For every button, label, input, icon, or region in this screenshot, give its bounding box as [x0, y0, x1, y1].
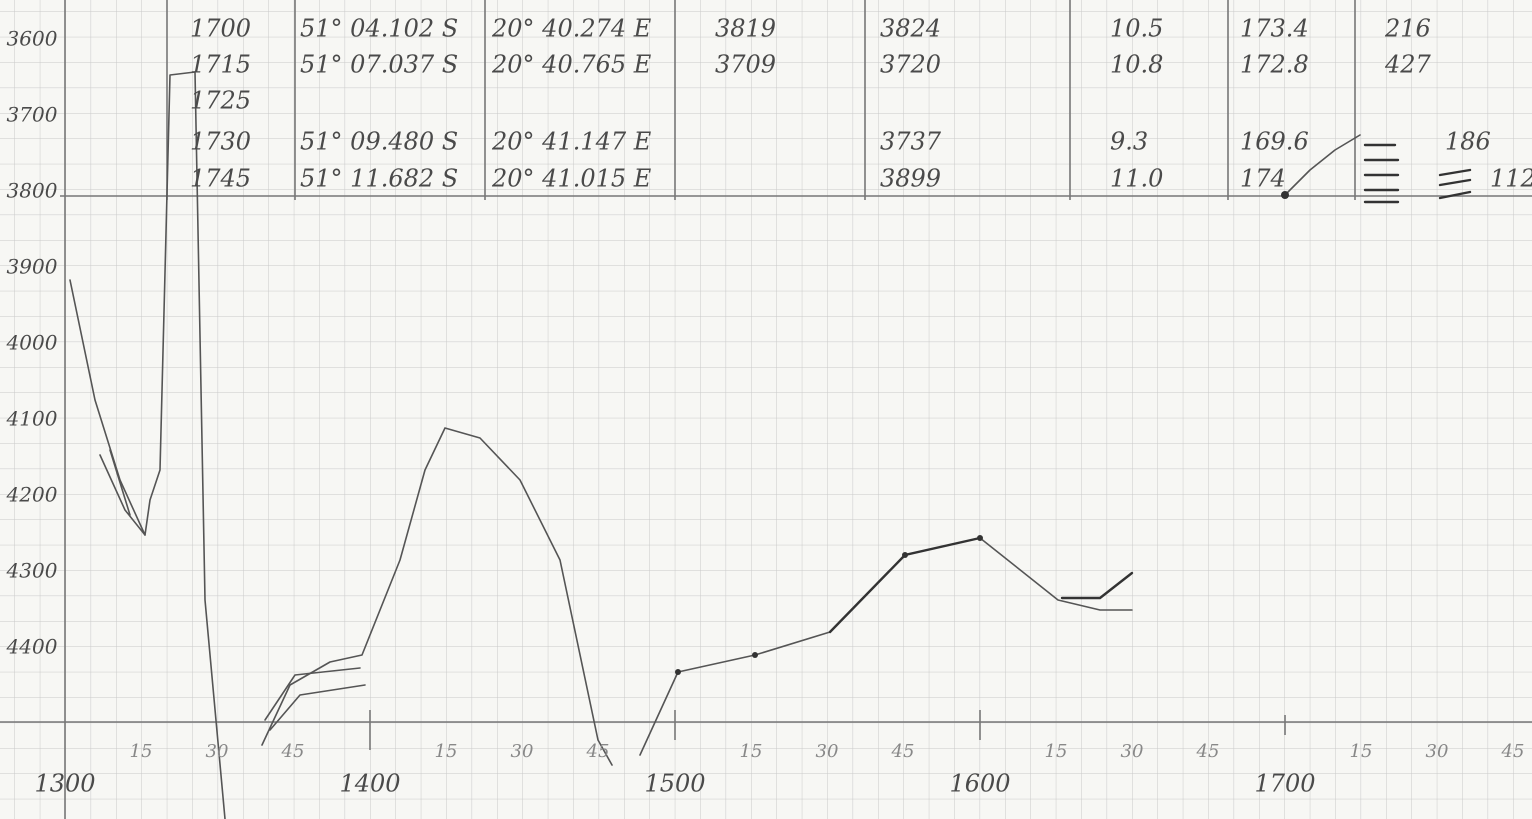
table-cell: 216: [1384, 15, 1431, 43]
y-label: 4400: [6, 635, 58, 659]
x-minor-label: 45: [1196, 741, 1220, 762]
table-cell: 173.4: [1240, 15, 1309, 43]
table-cell: 10.8: [1110, 51, 1163, 79]
table-cell: 427: [1384, 51, 1432, 79]
table-cell: 172.8: [1240, 51, 1309, 79]
hour-label: 1700: [1254, 770, 1315, 798]
table-cell: 174: [1240, 165, 1286, 193]
table-cell: 1745: [190, 165, 251, 193]
y-label: 3600: [7, 27, 58, 51]
table-cell: 186: [1445, 128, 1491, 156]
y-label: 3900: [7, 255, 58, 279]
table-cell: 1730: [190, 128, 251, 156]
table-cell: 1700: [190, 15, 251, 43]
table-cell: 51° 04.102 S: [300, 15, 458, 43]
y-label: 4200: [6, 483, 58, 507]
x-minor-label: 15: [1350, 741, 1373, 762]
table-cell: 3819: [715, 15, 776, 43]
y-label: 3700: [7, 103, 58, 127]
x-minor-label: 30: [1121, 741, 1144, 762]
table-cell: 20° 40.765 E: [491, 51, 652, 79]
x-minor-label: 15: [130, 741, 153, 762]
table-cell: 10.5: [1110, 15, 1163, 43]
x-minor-label: 45: [586, 741, 610, 762]
hour-label: 1500: [644, 770, 705, 798]
y-label: 4100: [6, 407, 58, 431]
depth-trace: [69, 71, 1472, 819]
x-minor-label: 45: [1501, 741, 1525, 762]
y-label: 4000: [6, 331, 58, 355]
table-cell: 169.6: [1240, 128, 1309, 156]
x-minor-label: 15: [1045, 741, 1068, 762]
table-cell: 51° 11.682 S: [300, 165, 458, 193]
table-cell: 1715: [190, 51, 251, 79]
hour-label: 1400: [339, 770, 400, 798]
table-cell: 11.0: [1110, 165, 1163, 193]
x-minor-label: 45: [891, 741, 915, 762]
table-cell: 51° 07.037 S: [300, 51, 458, 79]
table-cell: 112: [1490, 165, 1532, 193]
hour-label: 1300: [34, 770, 95, 798]
x-minor-label: 30: [511, 741, 534, 762]
x-minor-label: 15: [740, 741, 763, 762]
table-cell: 3720: [880, 51, 941, 79]
table-cell: 9.3: [1110, 128, 1148, 156]
x-minor-label: 30: [206, 741, 229, 762]
x-minor-label: 45: [281, 741, 305, 762]
table-cell: 20° 41.015 E: [491, 165, 652, 193]
x-minor-label: 30: [1426, 741, 1449, 762]
hour-ticks: [369, 710, 1286, 750]
table-cell: 20° 41.147 E: [491, 128, 652, 156]
table-cell: 51° 09.480 S: [300, 128, 458, 156]
y-label: 3800: [7, 179, 58, 203]
x-minor-label: 30: [816, 741, 839, 762]
y-label: 4300: [6, 559, 58, 583]
table-cell: 1725: [190, 87, 251, 115]
table-cell: 3899: [880, 165, 941, 193]
table-cell: 3824: [880, 15, 941, 43]
table-cell: 20° 40.274 E: [491, 15, 652, 43]
table-cell: 3709: [715, 51, 776, 79]
x-minor-label: 15: [435, 741, 458, 762]
table-cell: 3737: [880, 128, 942, 156]
hour-label: 1600: [949, 770, 1010, 798]
